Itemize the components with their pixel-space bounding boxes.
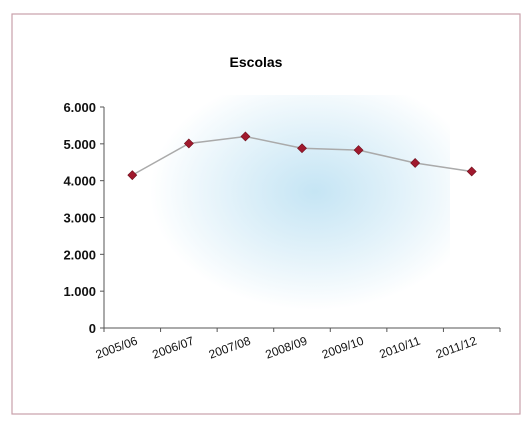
data-point bbox=[240, 131, 251, 142]
data-point bbox=[410, 158, 421, 168]
y-tick-label: 3.000 bbox=[63, 211, 96, 226]
y-tick-label: 1.000 bbox=[63, 284, 96, 299]
y-tick-label: 4.000 bbox=[63, 174, 96, 189]
plot-background bbox=[150, 95, 450, 310]
y-tick-label: 2.000 bbox=[63, 247, 96, 262]
data-point bbox=[353, 145, 364, 156]
y-tick-label: 5.000 bbox=[63, 137, 96, 152]
data-point bbox=[466, 166, 477, 177]
data-point bbox=[127, 170, 138, 181]
y-axis-ticks: 0 1.000 2.000 3.000 4.000 5.000 6.000 bbox=[63, 100, 104, 336]
y-tick-label: 6.000 bbox=[63, 100, 96, 115]
markers bbox=[127, 131, 477, 181]
data-point bbox=[183, 138, 194, 149]
y-tick-label: 0 bbox=[89, 321, 96, 336]
data-point bbox=[297, 143, 307, 154]
chart-title: Escolas bbox=[230, 54, 283, 70]
